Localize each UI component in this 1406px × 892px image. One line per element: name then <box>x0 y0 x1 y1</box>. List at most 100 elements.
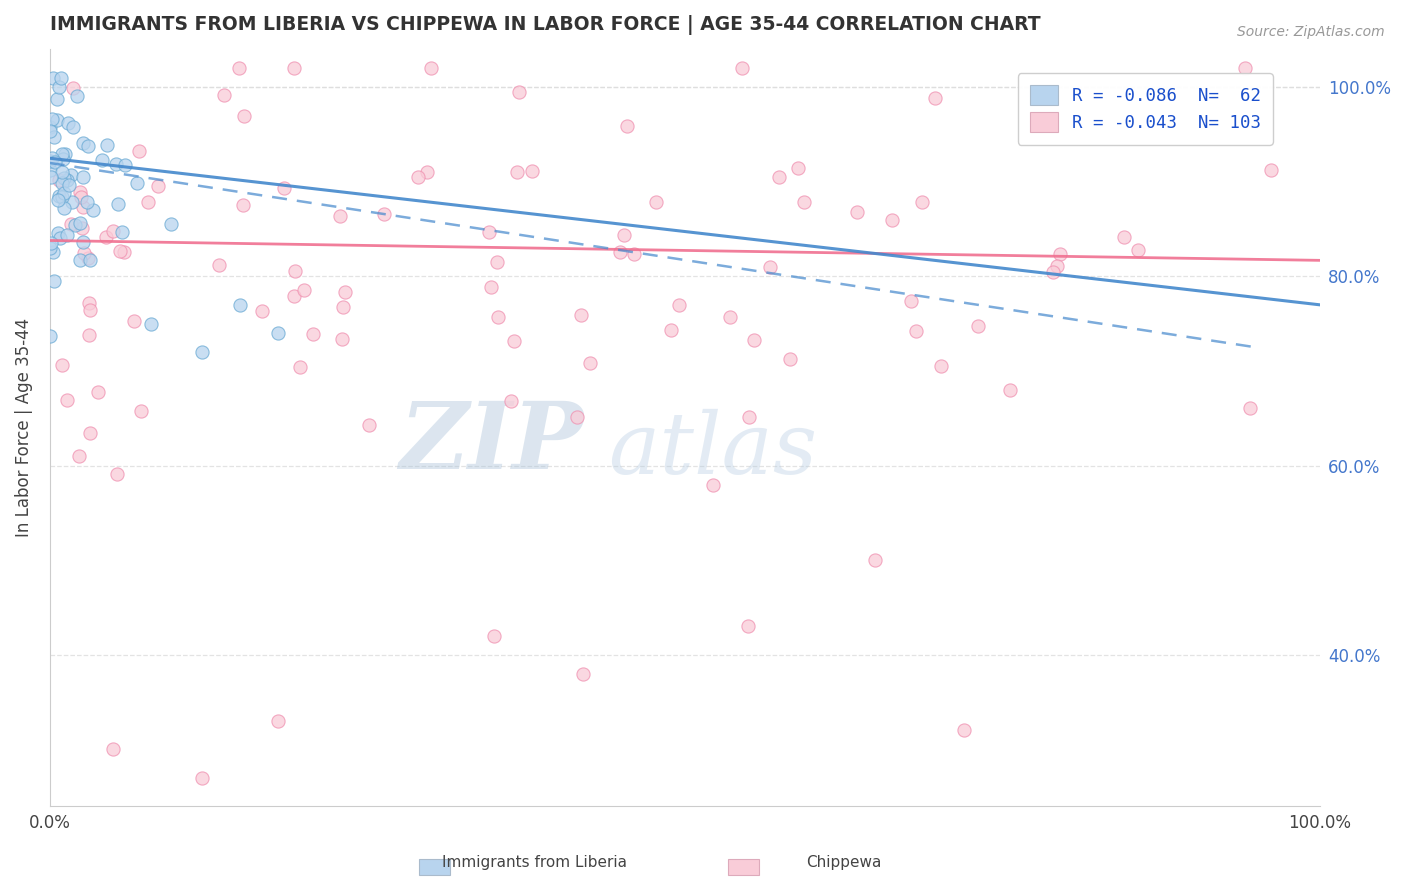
Point <box>62 81 84 95</box>
Point <box>160 218 183 232</box>
Point <box>48 80 70 95</box>
Point <box>1233 62 1256 76</box>
Text: atlas: atlas <box>609 409 818 491</box>
Point <box>929 359 952 374</box>
Point <box>191 771 214 785</box>
Text: Chippewa: Chippewa <box>806 855 882 870</box>
Point <box>911 194 934 209</box>
Point <box>55 173 77 187</box>
Point <box>66 88 89 103</box>
Point <box>77 296 100 310</box>
Point <box>76 194 98 209</box>
Point <box>38 162 60 177</box>
Point <box>107 196 129 211</box>
Point <box>613 227 636 242</box>
Point <box>39 241 62 255</box>
Point <box>499 393 522 408</box>
Point <box>284 264 307 278</box>
Point <box>1126 244 1149 258</box>
Point <box>55 227 77 242</box>
Point <box>39 236 62 251</box>
Point <box>846 205 869 219</box>
Point <box>668 298 690 312</box>
Point <box>94 230 117 244</box>
Point <box>69 253 91 268</box>
Point <box>110 225 132 239</box>
Point <box>39 123 62 137</box>
Point <box>301 327 323 342</box>
Point <box>44 274 66 288</box>
Point <box>330 332 353 346</box>
Point <box>335 285 357 299</box>
Point <box>48 173 70 187</box>
Point <box>39 329 62 343</box>
Point <box>62 120 84 134</box>
Text: Source: ZipAtlas.com: Source: ZipAtlas.com <box>1237 25 1385 39</box>
Point <box>51 164 73 178</box>
Point <box>1042 265 1064 279</box>
Point <box>58 178 80 193</box>
Point <box>69 189 91 203</box>
Point <box>77 138 100 153</box>
Point <box>77 251 100 265</box>
Point <box>191 345 214 359</box>
Point <box>141 317 163 331</box>
Point <box>129 404 152 418</box>
Point <box>51 189 73 203</box>
Point <box>329 209 352 223</box>
Point <box>357 417 380 432</box>
Point <box>420 62 443 76</box>
FancyBboxPatch shape <box>728 859 759 875</box>
Point <box>52 152 75 166</box>
Point <box>59 217 82 231</box>
Point <box>294 283 316 297</box>
Point <box>46 226 69 240</box>
Point <box>44 155 66 169</box>
Point <box>41 112 63 126</box>
Point <box>609 245 631 260</box>
Point <box>953 723 976 738</box>
Point <box>46 194 69 208</box>
Text: Immigrants from Liberia: Immigrants from Liberia <box>441 855 627 870</box>
Point <box>69 216 91 230</box>
Point <box>51 176 73 190</box>
Text: IMMIGRANTS FROM LIBERIA VS CHIPPEWA IN LABOR FORCE | AGE 35-44 CORRELATION CHART: IMMIGRANTS FROM LIBERIA VS CHIPPEWA IN L… <box>49 15 1040 35</box>
Point <box>148 179 170 194</box>
Point <box>87 384 110 399</box>
Point <box>565 409 588 424</box>
Point <box>486 255 509 269</box>
Point <box>332 301 354 315</box>
Y-axis label: In Labor Force | Age 35-44: In Labor Force | Age 35-44 <box>15 318 32 537</box>
Point <box>863 553 886 567</box>
Point <box>508 85 530 99</box>
Point <box>408 169 430 184</box>
Point <box>759 260 782 275</box>
Point <box>228 62 250 76</box>
Point <box>880 213 903 227</box>
Point <box>267 714 290 728</box>
Point <box>229 298 252 312</box>
Point <box>273 180 295 194</box>
Point <box>623 247 645 261</box>
Point <box>478 226 501 240</box>
FancyBboxPatch shape <box>419 859 450 875</box>
Point <box>373 207 395 221</box>
Point <box>718 310 741 324</box>
Point <box>998 383 1021 397</box>
Point <box>737 619 759 633</box>
Point <box>63 218 86 232</box>
Point <box>506 165 529 179</box>
Point <box>966 319 988 334</box>
Point <box>72 169 94 184</box>
Point <box>48 189 70 203</box>
Point <box>51 70 73 85</box>
Point <box>42 70 65 85</box>
Point <box>659 323 682 337</box>
Point <box>51 358 73 372</box>
Point <box>283 289 305 303</box>
Point <box>1114 230 1136 244</box>
Point <box>905 324 928 338</box>
Point <box>53 146 76 161</box>
Point <box>79 303 101 318</box>
Point <box>793 195 815 210</box>
